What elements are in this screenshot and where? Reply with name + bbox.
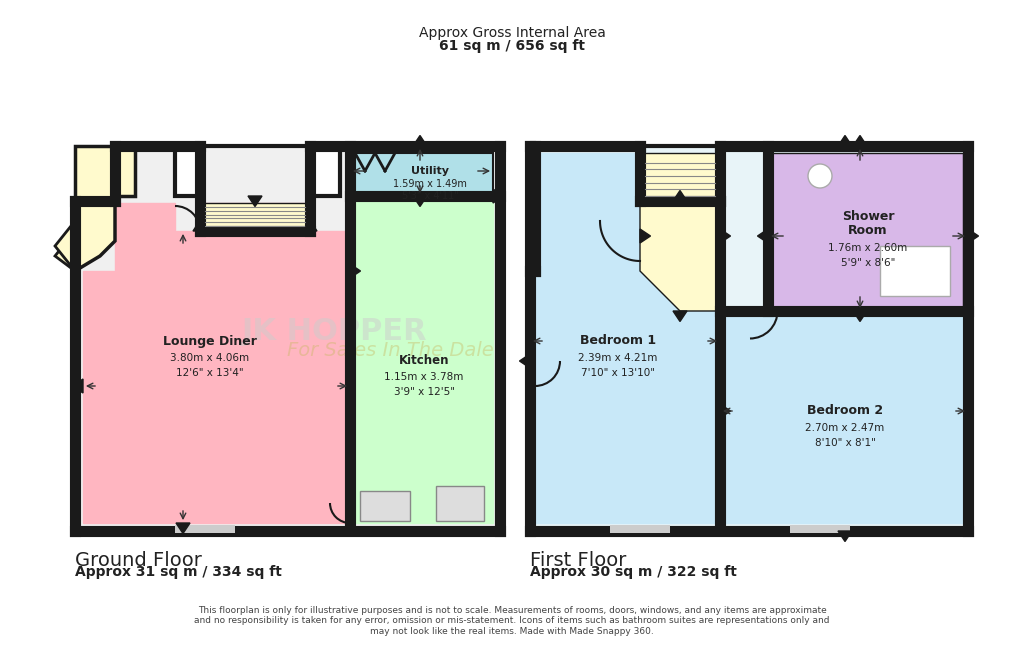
Text: First Floor: First Floor [530,551,627,570]
Polygon shape [83,203,350,523]
Polygon shape [853,135,867,146]
Polygon shape [519,354,530,368]
Text: 2.70m x 2.47m: 2.70m x 2.47m [805,423,885,433]
Polygon shape [838,135,852,146]
Text: 5'3" x 4'11": 5'3" x 4'11" [401,191,459,201]
Polygon shape [350,264,360,278]
Text: This floorplan is only for illustrative purposes and is not to scale. Measuremen: This floorplan is only for illustrative … [195,606,829,636]
Polygon shape [673,191,687,201]
Polygon shape [73,379,83,393]
Polygon shape [413,135,427,146]
Text: 1.15m x 3.78m: 1.15m x 3.78m [384,372,464,382]
Polygon shape [75,146,135,251]
Bar [360,491,410,521]
Polygon shape [720,311,963,523]
Polygon shape [640,153,720,201]
Polygon shape [55,231,75,271]
Text: Approx 30 sq m / 322 sq ft: Approx 30 sq m / 322 sq ft [530,565,737,579]
Polygon shape [413,196,427,206]
Text: Ground Floor: Ground Floor [75,551,202,570]
Text: 5'9" x 8'6": 5'9" x 8'6" [841,258,895,268]
Polygon shape [303,221,317,231]
Polygon shape [968,229,979,243]
Polygon shape [720,229,730,243]
Polygon shape [248,196,262,206]
Polygon shape [350,189,360,203]
Text: For Sales In The Dale: For Sales In The Dale [287,342,494,361]
Text: 1.76m x 2.60m: 1.76m x 2.60m [828,243,907,253]
Text: Utility: Utility [411,166,449,176]
Polygon shape [200,203,310,231]
Text: Shower: Shower [842,210,894,223]
Polygon shape [768,153,963,311]
Text: Approx 31 sq m / 334 sq ft: Approx 31 sq m / 334 sq ft [75,565,282,579]
Text: Bedroom 1: Bedroom 1 [580,335,656,348]
Text: 12'6" x 13'4": 12'6" x 13'4" [176,368,244,378]
Polygon shape [350,196,493,523]
Text: JK HOPPER: JK HOPPER [243,316,428,346]
Polygon shape [640,229,650,243]
Text: Lounge Diner: Lounge Diner [163,335,257,348]
Text: 3.80m x 4.06m: 3.80m x 4.06m [170,353,250,363]
Polygon shape [350,153,493,196]
Polygon shape [673,311,687,322]
Text: 2.39m x 4.21m: 2.39m x 4.21m [579,353,657,363]
Text: 61 sq m / 656 sq ft: 61 sq m / 656 sq ft [439,39,585,53]
Polygon shape [176,523,190,534]
Text: Approx Gross Internal Area: Approx Gross Internal Area [419,26,605,40]
Text: 3'9" x 12'5": 3'9" x 12'5" [393,387,455,397]
Text: 1.59m x 1.49m: 1.59m x 1.49m [393,179,467,189]
Text: 8'10" x 8'1": 8'10" x 8'1" [814,438,876,448]
Polygon shape [853,311,867,322]
Polygon shape [535,153,720,523]
Polygon shape [640,201,720,311]
Bar [530,146,968,531]
Polygon shape [75,201,115,271]
Bar [436,486,484,521]
Circle shape [808,164,831,188]
Polygon shape [720,404,730,418]
Bar [790,525,850,533]
Text: Room: Room [848,225,888,238]
Text: 7'10" x 13'10": 7'10" x 13'10" [581,368,655,378]
Text: Bedroom 2: Bedroom 2 [807,404,883,417]
Polygon shape [55,221,75,271]
Bar [175,525,234,533]
Bar [880,246,950,296]
Polygon shape [838,531,852,542]
Polygon shape [193,221,207,231]
Polygon shape [75,146,500,531]
Polygon shape [758,229,768,243]
Polygon shape [493,189,504,203]
Text: Kitchen: Kitchen [398,355,450,368]
Bar [610,525,670,533]
